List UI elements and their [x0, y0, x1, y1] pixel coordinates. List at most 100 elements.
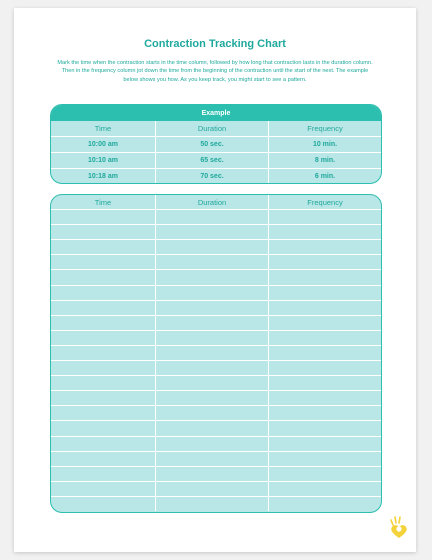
tracking-time-cell [51, 345, 156, 361]
tracking-duration-cell [156, 255, 269, 270]
page-title: Contraction Tracking Chart [144, 38, 286, 50]
tracking-duration-cell [156, 300, 269, 315]
tracking-row [51, 406, 381, 422]
tracking-time-cell [51, 481, 156, 496]
tracking-frequency-cell [269, 376, 381, 390]
tracking-time-cell [51, 300, 156, 315]
tracking-duration-cell [156, 240, 269, 255]
tracking-row [51, 315, 381, 331]
tracking-frequency-cell [269, 482, 381, 496]
tracking-time-cell [51, 361, 156, 376]
tracking-frequency-cell [269, 331, 381, 345]
tracking-row [51, 345, 381, 362]
example-frequency-cell: 10 min. [312, 141, 338, 148]
tracking-time-cell [51, 255, 156, 270]
tracking-duration-cell [156, 451, 269, 466]
tracking-row [51, 361, 381, 377]
tracking-time-cell [51, 240, 156, 255]
tracking-duration-cell [156, 361, 269, 376]
tracking-duration-cell [156, 421, 269, 436]
tracking-row [51, 225, 381, 241]
document-page: Contraction Tracking Chart Mark the time… [14, 8, 416, 552]
tracking-row [51, 300, 381, 316]
tracking-time-cell [51, 406, 156, 421]
tracking-row [51, 270, 381, 286]
tracking-time-cell [51, 451, 156, 466]
tracking-duration-cell [156, 376, 269, 391]
tracking-row [51, 436, 381, 452]
tracking-frequency-cell [269, 316, 381, 330]
tracking-row [51, 496, 381, 511]
tracking-frequency-cell [269, 421, 381, 435]
header-frequency: Frequency [307, 124, 343, 133]
tracking-duration-cell [156, 315, 269, 330]
tracking-duration-cell [156, 270, 269, 285]
tracking-row [51, 240, 381, 256]
header-frequency: Frequency [307, 197, 343, 207]
header-duration: Duration [156, 195, 269, 210]
header-duration: Duration [156, 121, 269, 136]
tracking-frequency-cell [269, 286, 381, 300]
example-row: 10:18 am 70 sec. 6 min. [51, 169, 381, 183]
tracking-row [51, 255, 381, 271]
tracking-row [51, 210, 381, 226]
tracking-frequency-cell [269, 225, 381, 239]
tracking-time-cell [51, 285, 156, 300]
tracking-time-cell [51, 330, 156, 345]
tracking-row [51, 421, 381, 437]
example-table: Example Time Duration Frequency 10:00 am… [50, 104, 382, 184]
tracking-table: Time Duration Frequency [50, 194, 382, 513]
example-frequency-cell: 6 min. [314, 173, 336, 180]
tracking-row [51, 285, 381, 301]
tracking-frequency-cell [269, 391, 381, 405]
tracking-time-cell [51, 376, 156, 391]
tracking-frequency-cell [269, 452, 381, 466]
tracking-header-row: Time Duration Frequency [51, 195, 381, 211]
tracking-time-cell [51, 421, 156, 436]
tracking-frequency-cell [269, 437, 381, 451]
example-time-cell: 10:10 am [51, 153, 156, 168]
tracking-frequency-cell [269, 497, 381, 511]
tracking-time-cell [51, 436, 156, 451]
tracking-time-cell [51, 315, 156, 330]
tracking-frequency-cell [269, 406, 381, 420]
tracking-frequency-cell [269, 210, 381, 224]
tracking-duration-cell [156, 391, 269, 406]
header-time: Time [51, 121, 156, 136]
baby-heart-logo-icon [390, 516, 407, 538]
header-time: Time [51, 195, 156, 210]
tracking-duration-cell [156, 436, 269, 451]
tracking-frequency-cell [269, 240, 381, 254]
tracking-duration-cell [156, 210, 269, 225]
example-banner: Example [51, 105, 381, 121]
tracking-duration-cell [156, 330, 269, 345]
tracking-time-cell [51, 270, 156, 285]
example-duration-cell: 65 sec. [156, 153, 269, 168]
tracking-row [51, 391, 381, 407]
tracking-time-cell [51, 210, 156, 225]
tracking-time-cell [51, 466, 156, 481]
example-row: 10:10 am 65 sec. 8 min. [51, 153, 381, 169]
example-frequency-cell: 8 min. [314, 157, 336, 164]
tracking-row [51, 330, 381, 346]
intro-text: Mark the time when the contraction start… [57, 60, 373, 83]
example-row: 10:00 am 50 sec. 10 min. [51, 137, 381, 153]
example-time-cell: 10:00 am [51, 137, 156, 152]
tracking-row [51, 451, 381, 467]
example-time-cell: 10:18 am [51, 169, 156, 183]
tracking-frequency-cell [269, 255, 381, 269]
tracking-time-cell [51, 496, 156, 511]
tracking-row [51, 481, 381, 497]
tracking-duration-cell [156, 345, 269, 361]
tracking-frequency-cell [269, 301, 381, 315]
tracking-duration-cell [156, 285, 269, 300]
tracking-duration-cell [156, 225, 269, 240]
tracking-duration-cell [156, 496, 269, 511]
tracking-time-cell [51, 225, 156, 240]
tracking-row [51, 466, 381, 482]
tracking-duration-cell [156, 466, 269, 481]
tracking-frequency-cell [269, 270, 381, 284]
tracking-duration-cell [156, 406, 269, 421]
tracking-row [51, 376, 381, 392]
tracking-duration-cell [156, 481, 269, 496]
